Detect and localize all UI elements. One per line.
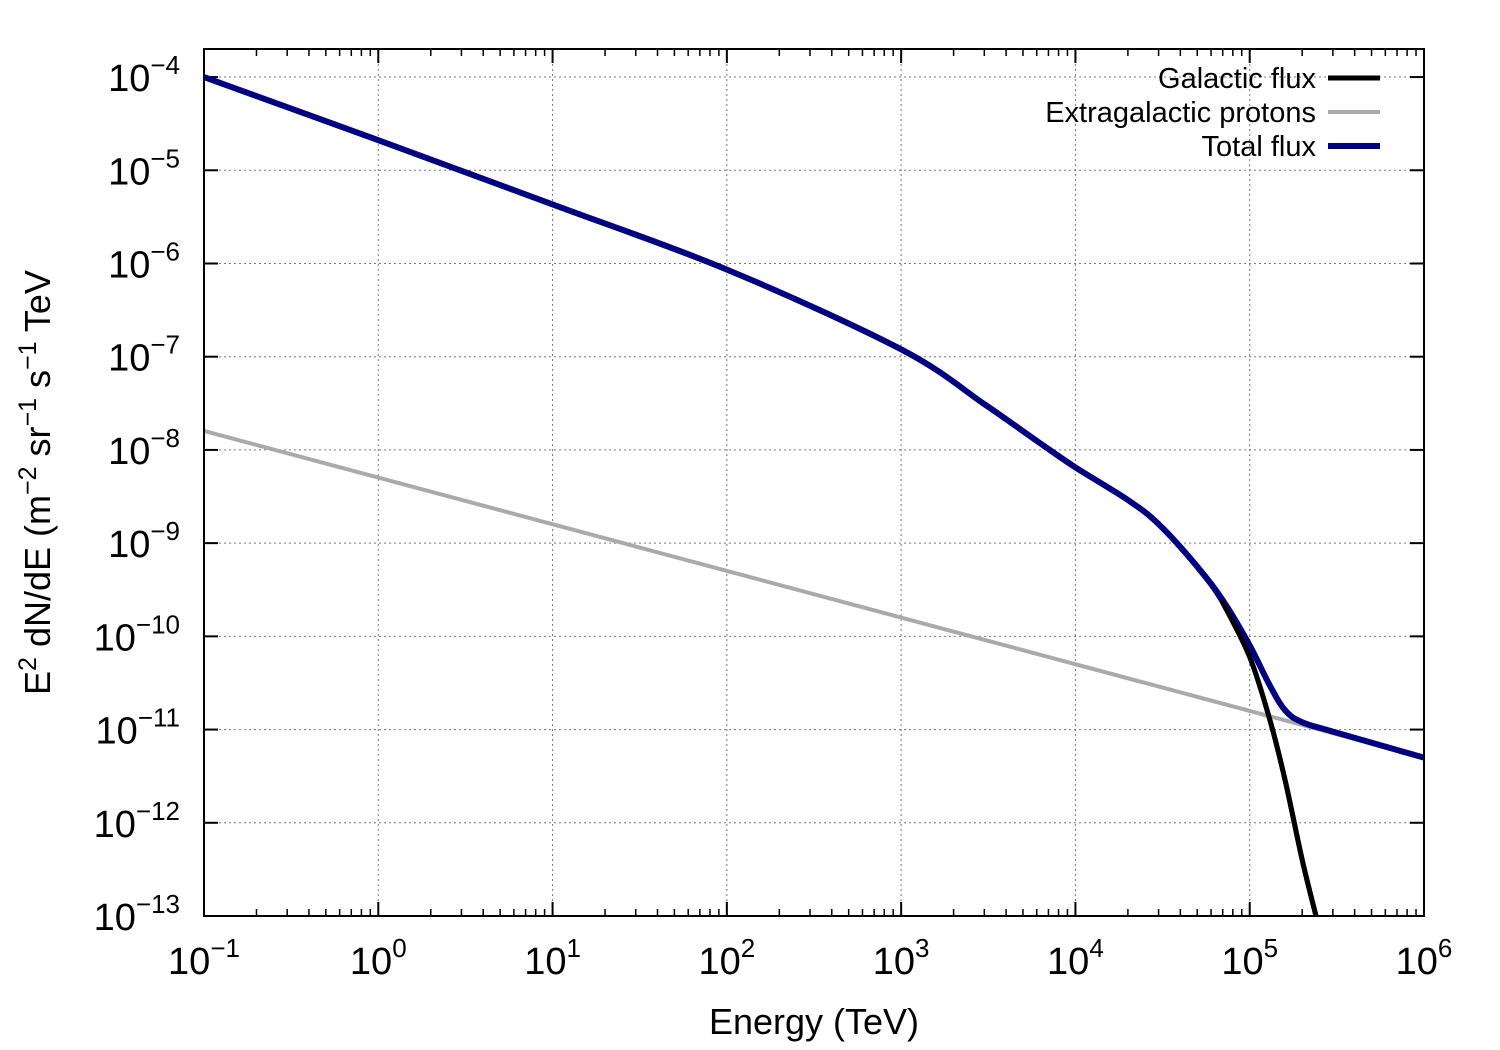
y-axis-title-part: E [17, 671, 58, 695]
y-axis-title: E2 dN/dE (m−2 sr−1 s−1 TeV [14, 270, 58, 695]
y-axis-title-part: sr [17, 426, 58, 466]
y-tick-label: 10−10 [94, 609, 180, 659]
y-axis-title-part: −1 [14, 398, 42, 427]
x-tick-label: 102 [698, 933, 755, 983]
plot-frame [203, 48, 1425, 917]
y-axis-title-part: −1 [14, 341, 42, 370]
y-tick-label: 10−6 [108, 236, 180, 286]
y-tick-label: 10−8 [108, 423, 180, 473]
y-tick-label: 10−9 [108, 516, 180, 566]
y-axis-title-part: −2 [14, 466, 42, 495]
y-axis-title-part: dN/dE (m [17, 495, 58, 657]
x-tick-labels: 10−1 100 101 102 103 104 105 106 [168, 933, 1452, 983]
y-tick-label: 10−13 [94, 889, 180, 939]
x-tick-label: 10−1 [168, 933, 240, 983]
x-tick-label: 106 [1396, 933, 1453, 983]
legend-label: Galactic flux [1158, 63, 1316, 95]
y-axis-title-part: 2 [14, 657, 42, 671]
axis-ticks [203, 49, 1425, 917]
series-line-1-tail [1220, 600, 1319, 916]
series-line-3 [204, 74, 1424, 761]
y-tick-label: 10−11 [96, 703, 180, 753]
y-axis-title-part: TeV [17, 270, 58, 341]
y-tick-label: 10−7 [108, 330, 180, 380]
x-tick-label: 101 [524, 933, 581, 983]
data-series [204, 74, 1424, 916]
legend-label: Extragalactic protons [1045, 97, 1316, 129]
y-tick-labels: 10−4 10−5 10−6 10−7 10−8 10−9 10−10 10−11 10−12 1… [94, 50, 180, 939]
series-line-1 [204, 74, 1319, 916]
legend-label: Total flux [1202, 131, 1317, 163]
x-tick-label: 103 [873, 933, 930, 983]
x-tick-label: 105 [1221, 933, 1278, 983]
series-line-2 [204, 428, 1424, 760]
x-tick-label: 100 [350, 933, 407, 983]
y-tick-label: 10−5 [108, 143, 180, 193]
x-axis-title: Energy (TeV) [709, 1001, 919, 1042]
y-axis-title-part: s [17, 370, 58, 398]
grid-lines [204, 49, 1424, 916]
x-tick-label: 104 [1047, 933, 1104, 983]
y-tick-label: 10−12 [94, 796, 180, 846]
y-tick-label: 10−4 [108, 50, 180, 100]
